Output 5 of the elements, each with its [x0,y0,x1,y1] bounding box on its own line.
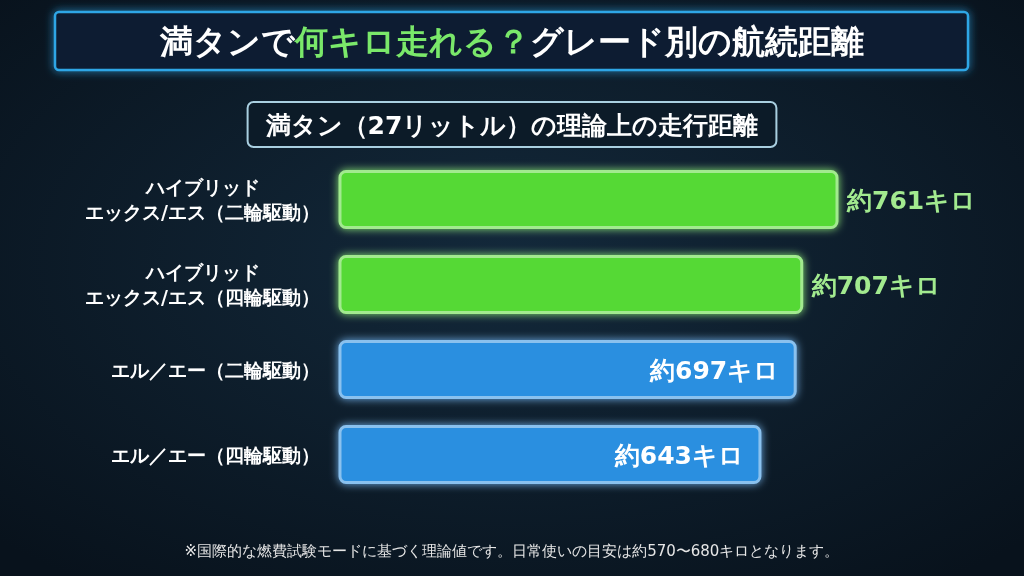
annotation: ※国際的な燃費試験モードに基づく理論値です。日常使いの目安は約570〜680キロとなります。 [184,542,840,560]
chart-title: 満タンで何キロ走れる？グレード別の航続距離 [159,22,864,61]
chart-subtitle: 満タン（27リットル）の理論上の走行距離 [264,111,759,140]
subtitle: 満タン（27リットル）の理論上の走行距離 [246,101,778,148]
title: 満タンで何キロ走れる？グレード別の航続距離 [53,10,970,72]
